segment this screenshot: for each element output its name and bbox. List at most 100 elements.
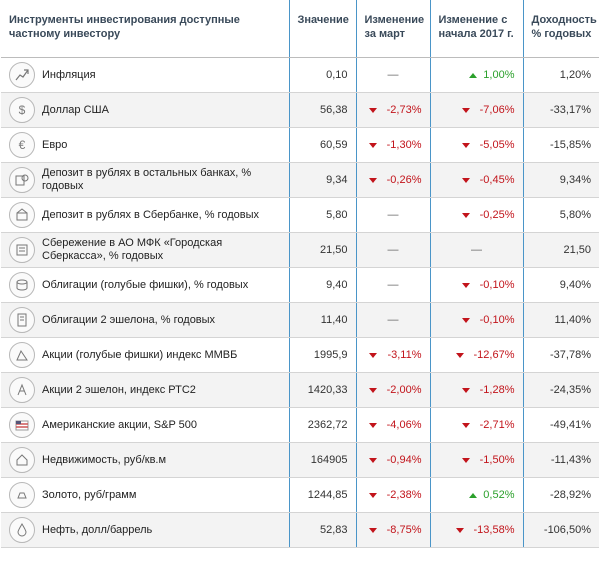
bond-document-icon xyxy=(9,307,35,333)
instrument-cell: Облигации (голубые фишки), % годовых xyxy=(1,267,289,303)
header-instrument: Инструменты инвестирования доступные час… xyxy=(1,0,289,58)
value-cell: 2362,72 xyxy=(288,407,356,443)
instrument-cell: Облигации 2 эшелона, % годовых xyxy=(1,302,289,338)
arrow-down-icon xyxy=(368,387,377,393)
yield-cell: -28,92% xyxy=(522,477,599,513)
instrument-cell: Инфляция xyxy=(1,57,289,93)
value-cell: 1244,85 xyxy=(288,477,356,513)
value-cell: 1995,9 xyxy=(288,337,356,373)
header-ytd-change: Изменение с начала 2017 г. xyxy=(429,0,523,58)
instrument-name: Акции 2 эшелон, индекс РТС2 xyxy=(42,383,196,396)
table-row: € Евро 60,59 -1,30% -5,05% -15,85% xyxy=(1,127,599,163)
arrow-down-icon xyxy=(461,387,470,393)
table-row: Акции (голубые фишки) индекс ММВБ 1995,9 -… xyxy=(1,337,599,373)
yield-cell: 1,20% xyxy=(522,57,599,93)
stock-chart-icon xyxy=(9,342,35,368)
arrow-down-icon xyxy=(461,422,470,428)
deposit-icon xyxy=(9,167,35,193)
instrument-name: Облигации 2 эшелона, % годовых xyxy=(42,313,216,326)
table-row: Депозит в рублях в остальных банках, % г… xyxy=(1,162,599,198)
change-value: -2,73% xyxy=(386,104,422,116)
investment-table: Инструменты инвестирования доступные час… xyxy=(1,0,599,548)
instrument-name: Золото, руб/грамм xyxy=(42,488,137,501)
instrument-cell: Сбережение в АО МФК «Городская Сберкасса… xyxy=(1,232,289,268)
yield-cell: -11,43% xyxy=(522,442,599,478)
value-cell: 9,34 xyxy=(288,162,356,198)
change-value: -5,05% xyxy=(479,139,515,151)
change-value: -13,58% xyxy=(473,524,515,536)
change-value: -2,38% xyxy=(386,489,422,501)
march-change-cell: — xyxy=(355,197,430,233)
arrow-down-icon xyxy=(368,177,377,183)
instrument-name: Недвижимость, руб/кв.м xyxy=(42,453,167,466)
arrow-down-icon xyxy=(461,177,470,183)
march-change-cell: — xyxy=(355,267,430,303)
ytd-change-cell: -0,25% xyxy=(429,197,523,233)
instrument-name: Нефть, долл/баррель xyxy=(42,523,153,536)
stock-2-icon xyxy=(9,377,35,403)
arrow-down-icon xyxy=(461,282,470,288)
ytd-change-cell: -1,28% xyxy=(429,372,523,408)
change-value: -0,45% xyxy=(479,174,515,186)
ytd-change-cell: -7,06% xyxy=(429,92,523,128)
ytd-change-cell: -2,71% xyxy=(429,407,523,443)
ytd-change-cell: -0,10% xyxy=(429,302,523,338)
march-change-cell: — xyxy=(355,302,430,338)
march-change-cell: -2,38% xyxy=(355,477,430,513)
march-change-cell: — xyxy=(355,232,430,268)
change-value: -1,30% xyxy=(386,139,422,151)
savings-icon xyxy=(9,237,35,263)
value-cell: 164905 xyxy=(288,442,356,478)
table-row: Акции 2 эшелон, индекс РТС2 1420,33 -2,00%… xyxy=(1,372,599,408)
march-change-cell: -2,73% xyxy=(355,92,430,128)
arrow-down-icon xyxy=(461,142,470,148)
gold-bar-icon xyxy=(9,482,35,508)
table-row: Инфляция 0,10 — 1,00% 1,20% xyxy=(1,57,599,93)
table-row: Облигации (голубые фишки), % годовых 9,40… xyxy=(1,267,599,303)
ytd-change-cell: -0,10% xyxy=(429,267,523,303)
yield-cell: -106,50% xyxy=(522,512,599,548)
arrow-down-icon xyxy=(368,457,377,463)
arrow-down-icon xyxy=(461,212,470,218)
bank-deposit-icon xyxy=(9,202,35,228)
arrow-down-icon xyxy=(455,352,464,358)
march-change-cell: -3,11% xyxy=(355,337,430,373)
change-value: -1,50% xyxy=(479,454,515,466)
march-change-cell: -8,75% xyxy=(355,512,430,548)
dollar-icon: $ xyxy=(9,97,35,123)
march-change-cell: -0,94% xyxy=(355,442,430,478)
header-march-change: Изменение за март xyxy=(355,0,430,58)
instrument-cell: Депозит в рублях в Сбербанке, % годовых xyxy=(1,197,289,233)
instrument-cell: Акции 2 эшелон, индекс РТС2 xyxy=(1,372,289,408)
house-icon xyxy=(9,447,35,473)
ytd-change-cell: -0,45% xyxy=(429,162,523,198)
arrow-down-icon xyxy=(368,527,377,533)
yield-cell: 11,40% xyxy=(522,302,599,338)
instrument-cell: € Евро xyxy=(1,127,289,163)
instrument-name: Евро xyxy=(42,138,68,151)
change-value: 0,52% xyxy=(483,489,515,501)
yield-cell: -15,85% xyxy=(522,127,599,163)
instrument-name: Облигации (голубые фишки), % годовых xyxy=(42,278,249,291)
change-value: -8,75% xyxy=(386,524,422,536)
value-cell: 60,59 xyxy=(288,127,356,163)
instrument-cell: Нефть, долл/баррель xyxy=(1,512,289,548)
ytd-change-cell: 0,52% xyxy=(429,477,523,513)
value-cell: 52,83 xyxy=(288,512,356,548)
us-flag-icon xyxy=(9,412,35,438)
dash-mark: — xyxy=(471,244,482,256)
ytd-change-cell: -1,50% xyxy=(429,442,523,478)
header-value: Значение xyxy=(288,0,356,58)
ytd-change-cell: — xyxy=(429,232,523,268)
change-value: -3,11% xyxy=(387,349,422,361)
yield-cell: -37,78% xyxy=(522,337,599,373)
arrow-down-icon xyxy=(461,317,470,323)
table-row: Американские акции, S&P 500 2362,72 -4,06%… xyxy=(1,407,599,443)
dash-mark: — xyxy=(387,314,399,326)
change-value: -0,25% xyxy=(479,209,515,221)
instrument-name: Инфляция xyxy=(42,68,96,81)
arrow-down-icon xyxy=(455,527,464,533)
value-cell: 1420,33 xyxy=(288,372,356,408)
change-value: -0,10% xyxy=(479,314,515,326)
arrow-down-icon xyxy=(461,457,470,463)
